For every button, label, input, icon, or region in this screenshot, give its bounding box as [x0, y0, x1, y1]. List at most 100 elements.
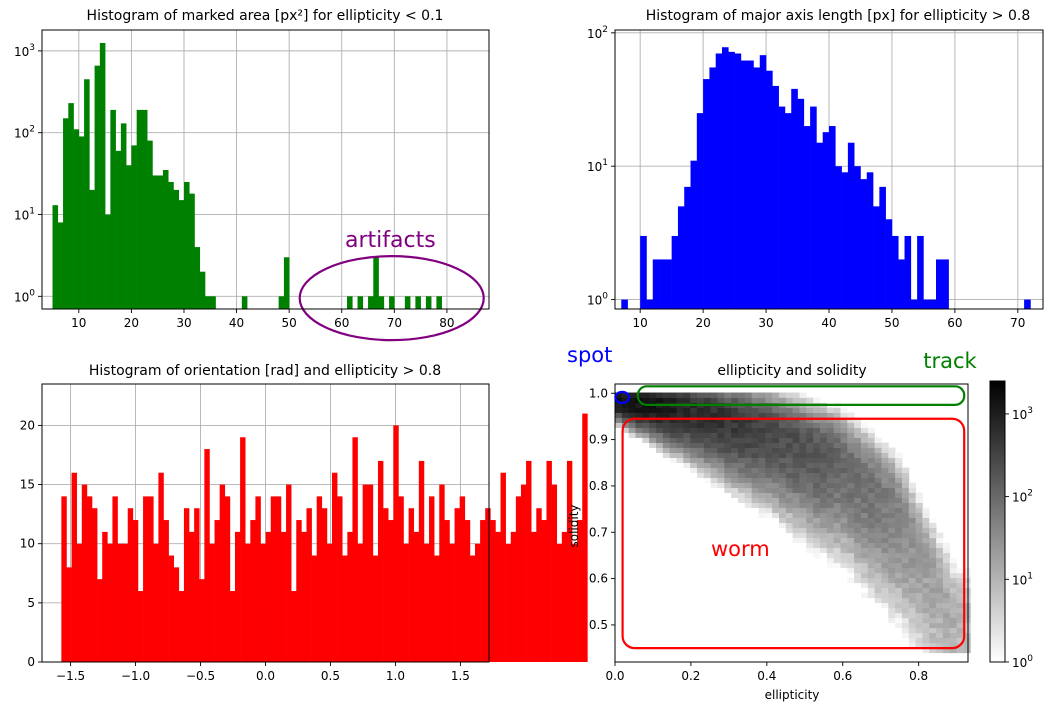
heatmap-cell — [683, 452, 691, 458]
x-tick-label: −1.5 — [56, 669, 85, 683]
heatmap-cell — [915, 627, 923, 634]
heatmap-cell — [840, 442, 848, 448]
heatmap-cell — [717, 392, 725, 398]
heatmap-cell — [840, 457, 848, 463]
heatmap-cell — [881, 572, 889, 579]
heatmap-cell — [854, 497, 862, 504]
heatmap-cell — [854, 522, 862, 529]
heatmap-cell — [785, 422, 794, 428]
heatmap-cell — [901, 527, 910, 534]
heatmap-cell — [867, 522, 876, 529]
heatmap-cell — [799, 517, 807, 524]
heatmap-cell — [799, 417, 807, 423]
heatmap-cell — [737, 437, 746, 443]
heatmap-cell — [826, 467, 835, 473]
heatmap-cell — [642, 397, 650, 403]
heatmap-cell — [813, 507, 821, 514]
histogram-bar — [357, 296, 364, 309]
heatmap-cell — [908, 522, 917, 529]
y-tick-label: 5 — [27, 596, 35, 610]
heatmap-cell — [683, 392, 691, 398]
heatmap-cell — [806, 452, 814, 458]
heatmap-cell — [963, 642, 971, 649]
heatmap-cell — [840, 542, 848, 549]
heatmap-cell — [765, 512, 773, 519]
heatmap-cell — [799, 427, 807, 433]
heatmap-cell — [669, 447, 677, 453]
heatmap-cell — [765, 417, 773, 423]
heatmap-cell — [908, 642, 917, 649]
heatmap-cell — [833, 422, 841, 428]
heatmap-cell — [792, 497, 800, 504]
heatmap-cell — [874, 447, 882, 453]
heatmap-cell — [881, 492, 889, 499]
heatmap-cell — [963, 602, 971, 609]
heatmap-cell — [778, 482, 787, 489]
heatmap-cell — [922, 562, 930, 569]
heatmap-cell — [963, 627, 971, 634]
heatmap-cell — [895, 562, 903, 569]
heatmap-cell — [915, 557, 923, 564]
histogram-bar — [536, 508, 542, 662]
heatmap-cell — [929, 632, 937, 639]
heatmap-cell — [963, 592, 971, 599]
heatmap-cell — [922, 547, 930, 554]
heatmap-cell — [936, 642, 944, 649]
heatmap-cell — [792, 527, 800, 534]
major-axis-histogram-x-ticks: 10 20 30 40 50 60 70 — [633, 309, 1025, 330]
heatmap-cell — [874, 577, 882, 584]
heatmap-cell — [792, 467, 800, 473]
heatmap-cell — [881, 562, 889, 569]
histogram-bar — [1024, 299, 1031, 309]
heatmap-cell — [819, 452, 828, 458]
heatmap-cell — [806, 507, 814, 514]
orientation-histogram-bars — [61, 413, 588, 662]
heatmap-cell — [881, 532, 889, 539]
heatmap-cell — [895, 492, 903, 499]
heatmap-cell — [874, 492, 882, 499]
heatmap-cell — [826, 542, 835, 549]
heatmap-cell — [765, 437, 773, 443]
heatmap-cell — [908, 622, 917, 629]
y-tick-label: 101 — [587, 158, 608, 174]
heatmap-cell — [847, 562, 855, 569]
heatmap-y-ticks: 0.5 0.6 0.7 0.8 0.9 1.0 — [589, 386, 615, 632]
heatmap-cell — [840, 517, 848, 524]
heatmap-cell — [806, 487, 814, 494]
heatmap-cell — [724, 422, 732, 428]
heatmap-cell — [724, 392, 732, 398]
heatmap-cell — [888, 587, 896, 594]
heatmap-cell — [888, 487, 896, 494]
heatmap-cell — [922, 542, 930, 549]
heatmap-cell — [724, 437, 732, 443]
heatmap-cell — [744, 422, 753, 428]
heatmap-cell — [840, 512, 848, 519]
histogram-bar — [393, 425, 399, 662]
histogram-bar — [199, 271, 206, 309]
colorbar-tick-label: 100 — [1012, 654, 1033, 670]
heatmap-cell — [792, 517, 800, 524]
heatmap-cell — [813, 492, 821, 499]
heatmap-cell — [840, 432, 848, 438]
histogram-bar — [475, 543, 481, 662]
heatmap-cell — [792, 522, 800, 529]
heatmap-cell — [895, 567, 903, 574]
heatmap-cell — [854, 532, 862, 539]
histogram-bar — [759, 55, 767, 309]
heatmap-cell — [963, 607, 971, 614]
heatmap-cell — [813, 432, 821, 438]
heatmap-cell — [690, 407, 698, 413]
heatmap-cell — [915, 547, 923, 554]
heatmap-cell — [819, 432, 828, 438]
heatmap-cell — [915, 512, 923, 519]
heatmap-cell — [901, 582, 910, 589]
heatmap-cell — [758, 407, 766, 413]
heatmap-cell — [826, 452, 835, 458]
heatmap-cell — [888, 552, 896, 559]
heatmap-cell — [833, 542, 841, 549]
histogram-bar — [306, 508, 312, 662]
heatmap-cell — [717, 467, 725, 473]
heatmap-cell — [778, 507, 787, 514]
heatmap-cell — [949, 592, 958, 599]
